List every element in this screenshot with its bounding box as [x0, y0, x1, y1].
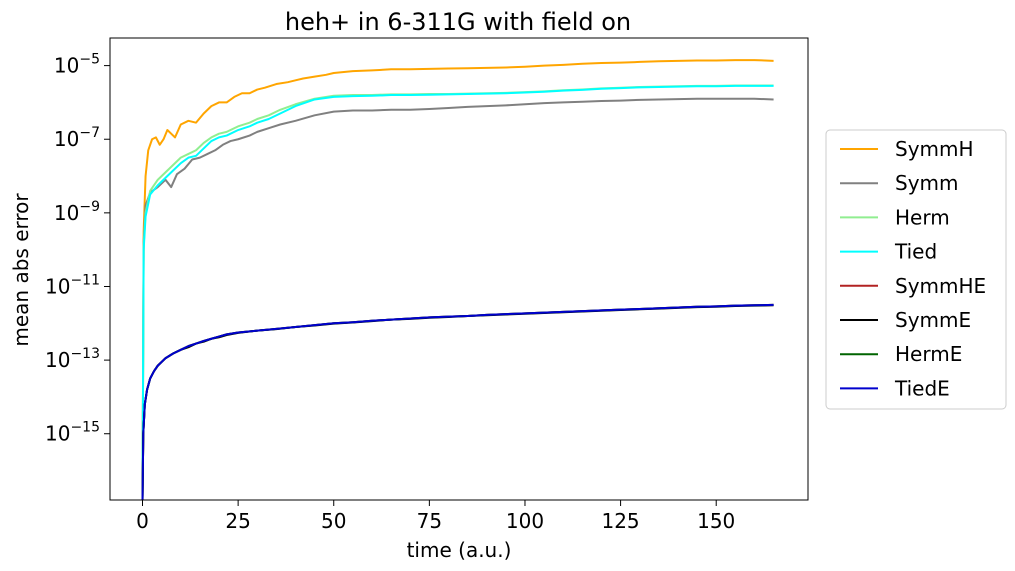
legend-label-herme: HermE: [895, 342, 962, 366]
series-line-tied: [141, 84, 774, 500]
series-line-symmhe: [141, 303, 774, 500]
x-tick-label: 75: [417, 509, 442, 533]
x-tick-label: 150: [697, 509, 735, 533]
x-tick-label: 25: [225, 509, 250, 533]
series-line-herm: [141, 84, 774, 500]
legend-label-tiede: TiedE: [894, 376, 950, 400]
legend-label-symmh: SymmH: [895, 137, 974, 161]
legend-label-symme: SymmE: [895, 308, 971, 332]
y-tick-label: 10−13: [45, 346, 100, 372]
plot-frame: [109, 37, 809, 501]
chart-title: heh+ in 6-311G with field on: [285, 8, 631, 36]
y-tick-label: 10−11: [45, 272, 100, 298]
x-tick-label: 125: [601, 509, 639, 533]
y-tick-label: 10−9: [54, 199, 100, 225]
legend-label-symmhe: SymmHE: [895, 274, 986, 298]
y-axis-label: mean abs error: [9, 193, 33, 347]
x-tick-label: 100: [506, 509, 544, 533]
x-axis-label: time (a.u.): [407, 538, 512, 562]
series-line-symmh: [141, 59, 774, 500]
legend-label-symm: Symm: [895, 171, 959, 195]
series-line-symm: [141, 97, 774, 500]
legend: SymmH Symm Herm Tied SymmHE SymmE HermE TiedE: [825, 129, 1007, 410]
series-line-herme: [141, 303, 774, 500]
y-tick-label: 10−15: [45, 420, 100, 446]
y-tick-label: 10−5: [54, 52, 100, 78]
x-tick-label: 50: [321, 509, 346, 533]
legend-label-herm: Herm: [895, 205, 950, 229]
y-axis: 10−5 10−7 10−9 10−11 10−13 10−15: [45, 52, 110, 446]
legend-label-tied: Tied: [894, 240, 937, 264]
y-tick-label: 10−7: [54, 125, 100, 151]
x-tick-label: 0: [136, 509, 149, 533]
x-axis: 0 25 50 75 100 125 150: [136, 500, 735, 533]
series-group: [141, 59, 774, 500]
legend-box: [825, 129, 1007, 410]
series-line-tiede: [141, 303, 774, 500]
series-line-symme: [141, 304, 774, 500]
